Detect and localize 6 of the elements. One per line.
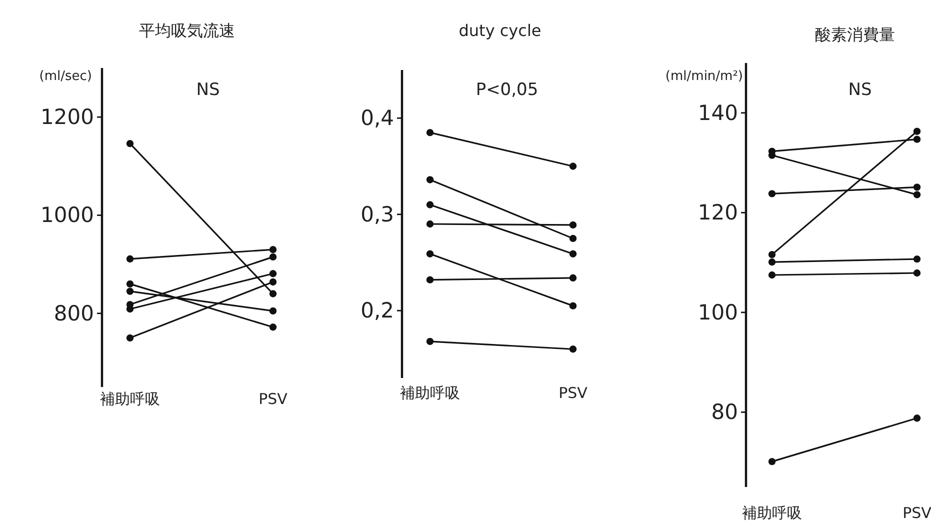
title: 平均吸気流速 — [139, 21, 235, 40]
annotation: NS — [848, 80, 872, 100]
title: duty cycle — [458, 21, 542, 40]
annotation: P<0,05 — [476, 80, 538, 100]
title: 酸素消費量 — [815, 25, 895, 44]
annotation: NS — [196, 80, 220, 100]
